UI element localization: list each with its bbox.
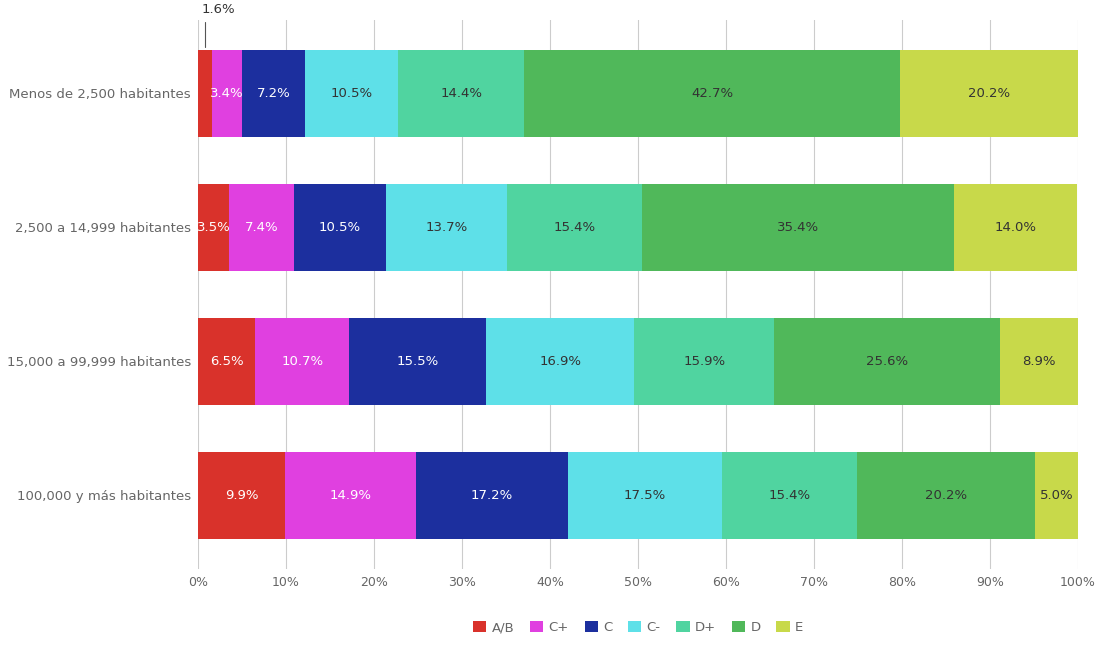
Bar: [198, 452, 285, 539]
Text: 42.7%: 42.7%: [691, 87, 734, 100]
Text: 15.5%: 15.5%: [396, 355, 439, 368]
Bar: [525, 50, 900, 137]
Bar: [507, 184, 642, 271]
Text: 7.2%: 7.2%: [256, 87, 290, 100]
Bar: [722, 452, 857, 539]
Text: 15.4%: 15.4%: [553, 221, 596, 233]
Bar: [486, 318, 635, 405]
Text: 25.6%: 25.6%: [866, 355, 909, 368]
Bar: [242, 50, 306, 137]
Text: 17.2%: 17.2%: [471, 489, 513, 502]
Text: 20.2%: 20.2%: [925, 489, 967, 502]
Bar: [900, 50, 1078, 137]
Bar: [568, 452, 722, 539]
Bar: [1035, 452, 1079, 539]
Bar: [416, 452, 568, 539]
Bar: [198, 50, 212, 137]
Bar: [386, 184, 507, 271]
Text: 20.2%: 20.2%: [968, 87, 1010, 100]
Bar: [198, 184, 229, 271]
Bar: [642, 184, 954, 271]
Bar: [954, 184, 1077, 271]
Text: 17.5%: 17.5%: [624, 489, 666, 502]
Text: 3.4%: 3.4%: [210, 87, 244, 100]
Text: 14.0%: 14.0%: [994, 221, 1036, 233]
Text: 10.5%: 10.5%: [319, 221, 361, 233]
Bar: [398, 50, 525, 137]
Bar: [857, 452, 1035, 539]
Text: 15.9%: 15.9%: [683, 355, 726, 368]
Text: 14.4%: 14.4%: [440, 87, 482, 100]
Bar: [198, 318, 255, 405]
Text: 8.9%: 8.9%: [1022, 355, 1056, 368]
Text: 3.5%: 3.5%: [197, 221, 230, 233]
Text: 1.6%: 1.6%: [201, 3, 235, 47]
Text: 16.9%: 16.9%: [539, 355, 581, 368]
Bar: [306, 50, 398, 137]
Bar: [635, 318, 774, 405]
Text: 15.4%: 15.4%: [768, 489, 811, 502]
Text: 7.4%: 7.4%: [244, 221, 278, 233]
Bar: [774, 318, 1000, 405]
Text: 10.7%: 10.7%: [282, 355, 323, 368]
Text: 6.5%: 6.5%: [210, 355, 243, 368]
Text: 14.9%: 14.9%: [330, 489, 372, 502]
Text: 35.4%: 35.4%: [777, 221, 820, 233]
Bar: [1000, 318, 1078, 405]
Bar: [350, 318, 486, 405]
Bar: [212, 50, 242, 137]
Text: 9.9%: 9.9%: [224, 489, 258, 502]
Bar: [229, 184, 294, 271]
Text: 10.5%: 10.5%: [330, 87, 373, 100]
Bar: [294, 184, 386, 271]
Text: 13.7%: 13.7%: [426, 221, 467, 233]
Bar: [285, 452, 416, 539]
Bar: [255, 318, 350, 405]
Text: 5.0%: 5.0%: [1041, 489, 1074, 502]
Legend: A/B, C+, C, C-, D+, D, E: A/B, C+, C, C-, D+, D, E: [468, 615, 808, 640]
